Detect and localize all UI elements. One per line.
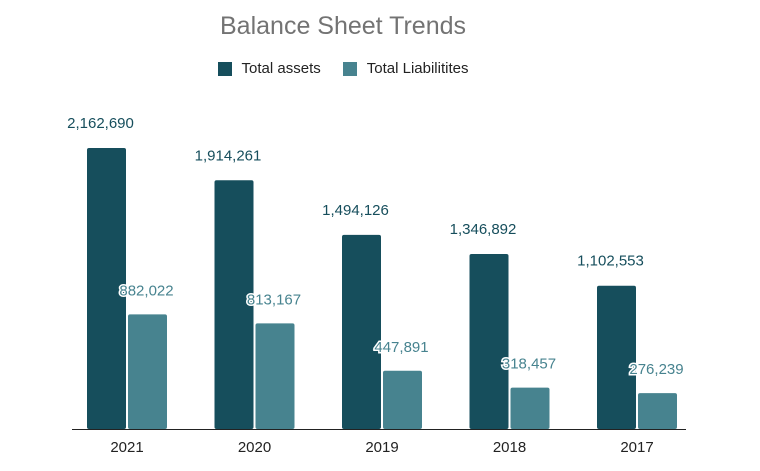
bar-total-assets-2019 <box>342 234 381 429</box>
legend-swatch-total-assets <box>217 61 232 76</box>
bar-total-liabilities-2020 <box>255 323 295 429</box>
bar-total-assets-2020 <box>214 180 254 429</box>
bar-total-liabilities-2018 <box>510 387 550 429</box>
data-label-total-assets-2021: 2,162,690 <box>67 115 134 132</box>
data-label-total-liabilities-2021: 882,022 <box>119 282 173 299</box>
bar-total-liabilities-2017 <box>638 393 677 429</box>
bar-total-liabilities-2021 <box>128 314 167 429</box>
x-tick-label-2018: 2018 <box>493 439 526 456</box>
legend-label-total-liabilities: Total Liabilitites <box>366 60 469 77</box>
data-label-total-liabilities-2017: 276,239 <box>629 361 683 378</box>
data-label-total-assets-2017: 1,102,553 <box>577 253 644 270</box>
legend-label-total-assets: Total assets <box>241 60 321 77</box>
data-label-total-liabilities-2019: 447,891 <box>374 339 428 356</box>
bar-total-liabilities-2019 <box>383 370 422 429</box>
x-tick-label-2019: 2019 <box>365 439 398 456</box>
legend-swatch-total-liabilities <box>342 61 357 76</box>
data-label-total-assets-2020: 1,914,261 <box>195 147 262 164</box>
data-label-total-assets-2019: 1,494,126 <box>322 202 389 219</box>
legend-item-total-assets: Total assets <box>217 60 321 77</box>
bar-total-assets-2021 <box>87 148 126 429</box>
bar-total-assets-2017 <box>597 285 636 429</box>
data-label-total-liabilities-2018: 318,457 <box>502 356 556 373</box>
bar-total-assets-2018 <box>469 253 509 429</box>
x-tick-label-2017: 2017 <box>620 439 653 456</box>
x-tick-label-2021: 2021 <box>110 439 143 456</box>
legend-item-total-liabilities: Total Liabilitites <box>342 60 469 77</box>
data-label-total-liabilities-2020: 813,167 <box>247 291 301 308</box>
chart-legend: Total assets Total Liabilitites <box>0 60 686 77</box>
chart-title: Balance Sheet Trends <box>220 12 466 40</box>
data-label-total-assets-2018: 1,346,892 <box>450 221 517 238</box>
x-tick-label-2020: 2020 <box>238 439 271 456</box>
